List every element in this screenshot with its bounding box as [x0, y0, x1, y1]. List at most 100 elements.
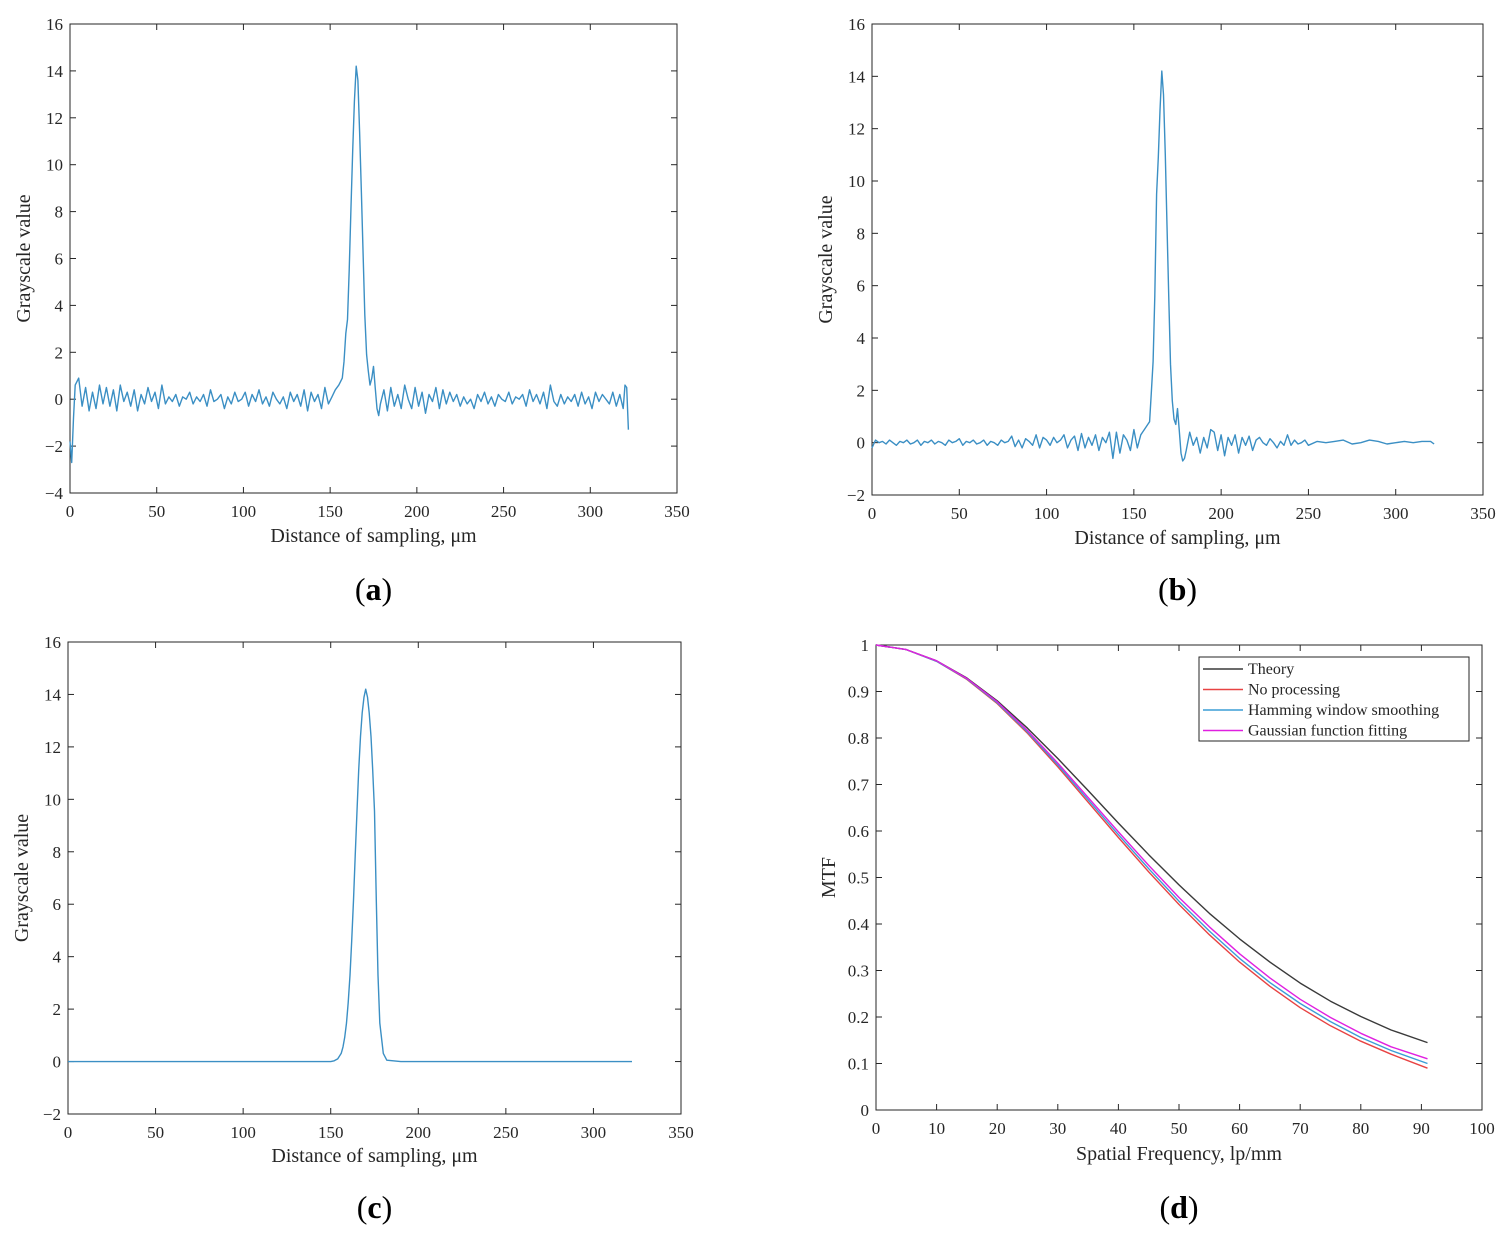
x-tick-label: 350: [668, 1123, 694, 1142]
legend: Theory No processing Hamming window smooth…: [1198, 656, 1470, 742]
y-tick-label: 8: [53, 843, 62, 862]
panel-label: (d): [1159, 1189, 1198, 1225]
y-tick-label: 12: [848, 120, 865, 139]
y-tick-label: 0: [857, 434, 866, 453]
panel-label: (c): [357, 1189, 393, 1225]
y-tick-label: 8: [55, 203, 64, 222]
x-tick-label: 0: [868, 504, 877, 523]
y-tick-label: 10: [848, 172, 865, 191]
y-tick-label: 0.7: [848, 776, 870, 795]
x-tick-label: 100: [231, 502, 257, 521]
y-tick-label: 0: [55, 390, 64, 409]
legend-label: Gaussian function fitting: [1248, 723, 1407, 740]
series-line-lsf: [871, 70, 1435, 462]
y-tick-label: 10: [44, 790, 61, 809]
y-tick-label: 16: [848, 15, 865, 34]
x-tick-label: 100: [1034, 504, 1060, 523]
x-tick-label: 50: [951, 504, 968, 523]
x-tick-label: 300: [578, 502, 604, 521]
x-tick-label: 100: [1469, 1119, 1495, 1138]
y-tick-label: 6: [55, 250, 64, 269]
x-tick-label: 10: [928, 1119, 945, 1138]
y-tick-label: 4: [53, 948, 62, 967]
x-tick-label: 250: [493, 1123, 519, 1142]
x-tick-label: 250: [1296, 504, 1322, 523]
series-line-lsf: [68, 688, 632, 1063]
x-tick-label: 150: [318, 1123, 344, 1142]
y-tick-label: 14: [46, 62, 64, 81]
x-tick-label: 200: [404, 502, 430, 521]
legend-label: Theory: [1248, 661, 1294, 678]
x-tick-label: 90: [1413, 1119, 1430, 1138]
series-line-gaussian-function-fitting: [875, 644, 1428, 1060]
x-tick-label: 0: [872, 1119, 881, 1138]
x-tick-label: 0: [64, 1123, 73, 1142]
y-tick-label: 4: [55, 296, 64, 315]
x-tick-label: 300: [581, 1123, 607, 1142]
legend-box: [1198, 656, 1470, 742]
y-axis-label: Grayscale value: [815, 195, 837, 323]
x-tick-label: 200: [1208, 504, 1234, 523]
y-tick-label: 8: [857, 224, 866, 243]
panel-label: (b): [1158, 571, 1197, 607]
y-tick-label: 0: [53, 1053, 62, 1072]
y-tick-label: 10: [46, 156, 63, 175]
chart-panel-d: 0 10 20 30 40 50 60 70 80 90 100 0 0.1 0.2 0.3 0.4 0.5 0.…: [818, 636, 1495, 1225]
y-tick-label: 12: [46, 109, 63, 128]
plot-frame: [69, 23, 678, 494]
y-tick-label: 0.3: [848, 962, 869, 981]
plot-frame: [871, 23, 1484, 496]
plot-frame: [67, 641, 682, 1115]
y-tick-label: −2: [847, 486, 865, 505]
y-axis-label: Grayscale value: [13, 194, 35, 322]
x-tick-label: 350: [1470, 504, 1496, 523]
x-tick-label: 50: [148, 502, 165, 521]
y-tick-label: 0.2: [848, 1008, 869, 1027]
x-tick-label: 0: [66, 502, 75, 521]
y-tick-label: 2: [857, 381, 866, 400]
y-axis-label: MTF: [818, 857, 840, 898]
x-tick-label: 30: [1049, 1119, 1066, 1138]
y-tick-label: 6: [857, 277, 866, 296]
legend-label: Hamming window smoothing: [1248, 702, 1439, 719]
x-tick-label: 60: [1231, 1119, 1248, 1138]
panel-label: (a): [355, 571, 392, 607]
x-axis-label: Distance of sampling, μm: [270, 525, 477, 547]
y-tick-label: 14: [44, 685, 62, 704]
y-tick-label: 16: [46, 15, 63, 34]
x-tick-label: 50: [147, 1123, 164, 1142]
x-tick-label: 40: [1110, 1119, 1127, 1138]
x-tick-label: 150: [317, 502, 343, 521]
y-tick-label: 0.4: [848, 915, 870, 934]
y-tick-label: 2: [55, 343, 64, 362]
chart-panel-c: 0 50 100 150 200 250 300 350−20246810121416Dist…: [11, 633, 694, 1225]
y-tick-label: 0.5: [848, 869, 869, 888]
y-tick-label: 16: [44, 633, 61, 652]
x-tick-label: 350: [664, 502, 690, 521]
x-axis-label: Spatial Frequency, lp/mm: [1076, 1143, 1282, 1165]
x-axis-label: Distance of sampling, μm: [271, 1145, 478, 1167]
x-tick-label: 200: [406, 1123, 432, 1142]
y-tick-label: −4: [45, 484, 64, 503]
y-tick-label: 0.1: [848, 1055, 869, 1074]
y-tick-label: 0.8: [848, 729, 869, 748]
y-tick-label: 12: [44, 738, 61, 757]
y-tick-label: 4: [857, 329, 866, 348]
x-tick-label: 250: [491, 502, 517, 521]
y-tick-label: 0.6: [848, 822, 869, 841]
y-tick-label: −2: [45, 437, 63, 456]
x-tick-label: 300: [1383, 504, 1409, 523]
x-tick-label: 70: [1292, 1119, 1309, 1138]
y-tick-label: 0: [861, 1101, 870, 1120]
y-tick-label: 1: [861, 636, 870, 655]
x-tick-label: 150: [1121, 504, 1147, 523]
series-line-lsf: [69, 65, 630, 464]
y-axis-label: Grayscale value: [11, 814, 33, 942]
y-tick-label: 0.9: [848, 683, 869, 702]
x-tick-label: 80: [1352, 1119, 1369, 1138]
y-tick-label: 6: [53, 895, 62, 914]
y-tick-label: 14: [848, 67, 866, 86]
chart-panel-a: 0 50 100 150 200 250 300 350 −4 −2 0 2 4 6 8 10 12 14 16 Di…: [13, 15, 690, 607]
x-axis-label: Distance of sampling, μm: [1074, 527, 1281, 549]
